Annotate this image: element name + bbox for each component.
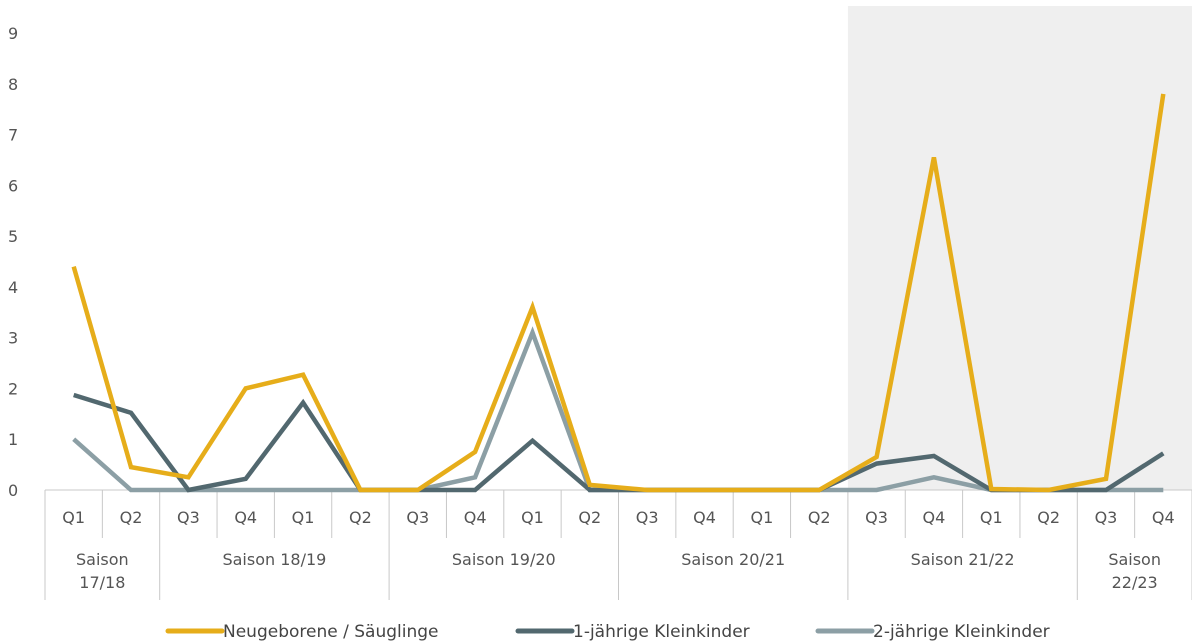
- highlight-region: [847, 6, 1192, 490]
- season-label: Saison 19/20: [452, 550, 556, 569]
- x-tick-label: Q4: [923, 508, 946, 527]
- season-label: Saison 18/19: [222, 550, 326, 569]
- x-tick-label: Q1: [292, 508, 315, 527]
- x-tick-label: Q1: [521, 508, 544, 527]
- x-tick-label: Q2: [349, 508, 372, 527]
- season-label: Saison 20/21: [681, 550, 785, 569]
- y-tick-label: 9: [8, 24, 18, 43]
- series-line-1-j-hrige-kleinkinder: [73, 392, 1165, 493]
- y-tick-label: 1: [8, 430, 18, 449]
- legend: Neugeborene / Säuglinge 1-jährige Kleinki…: [165, 622, 1050, 642]
- season-label: Saison: [76, 550, 129, 569]
- x-tick-labels: Q1 Q2 Q3 Q4 Q1 Q2 Q3 Q4 Q1 Q2 Q3 Q4 Q1 Q2 Q3 Q4 Q1 Q2 Q3 Q4: [62, 508, 1174, 527]
- x-tick-label: Q3: [865, 508, 888, 527]
- x-tick-label: Q4: [693, 508, 716, 527]
- x-tick-label: Q2: [120, 508, 143, 527]
- series-lines: [71, 93, 1166, 493]
- y-tick-label: 8: [8, 75, 18, 94]
- y-tick-label: 3: [8, 329, 18, 348]
- x-tick-label: Q2: [808, 508, 831, 527]
- series-line-neugeborene-s-uglinge: [71, 93, 1166, 493]
- legend-label: Neugeborene / Säuglinge: [223, 622, 438, 642]
- x-tick-label: Q1: [62, 508, 85, 527]
- y-tick-label: 6: [8, 176, 18, 195]
- highlight-band: [847, 6, 1192, 490]
- x-tick-label: Q4: [464, 508, 487, 527]
- y-tick-label: 0: [8, 481, 18, 500]
- x-tick-label: Q1: [750, 508, 773, 527]
- season-label: Saison: [1108, 550, 1161, 569]
- legend-label: 1-jährige Kleinkinder: [573, 622, 750, 642]
- x-tick-label: Q3: [406, 508, 429, 527]
- x-tick-label: Q3: [1095, 508, 1118, 527]
- x-tick-label: Q4: [1152, 508, 1175, 527]
- season-group-labels: Saison 17/18 Saison 18/19 Saison 19/20 Saiso…: [76, 550, 1161, 592]
- x-tick-label: Q3: [177, 508, 200, 527]
- season-label: 17/18: [79, 573, 125, 592]
- y-tick-label: 4: [8, 278, 18, 297]
- x-tick-label: Q2: [1037, 508, 1060, 527]
- y-tick-label: 7: [8, 126, 18, 145]
- x-axis: [44, 489, 1192, 600]
- y-tick-label: 2: [8, 379, 18, 398]
- y-tick-label: 5: [8, 227, 18, 246]
- season-label: 22/23: [1112, 573, 1158, 592]
- season-label: Saison 21/22: [911, 550, 1015, 569]
- x-tick-label: Q2: [578, 508, 601, 527]
- x-tick-label: Q4: [234, 508, 257, 527]
- x-tick-label: Q1: [980, 508, 1003, 527]
- legend-label: 2-jährige Kleinkinder: [873, 622, 1050, 642]
- y-axis: 0 1 2 3 4 5 6 7 8 9: [8, 24, 18, 500]
- x-tick-label: Q3: [636, 508, 659, 527]
